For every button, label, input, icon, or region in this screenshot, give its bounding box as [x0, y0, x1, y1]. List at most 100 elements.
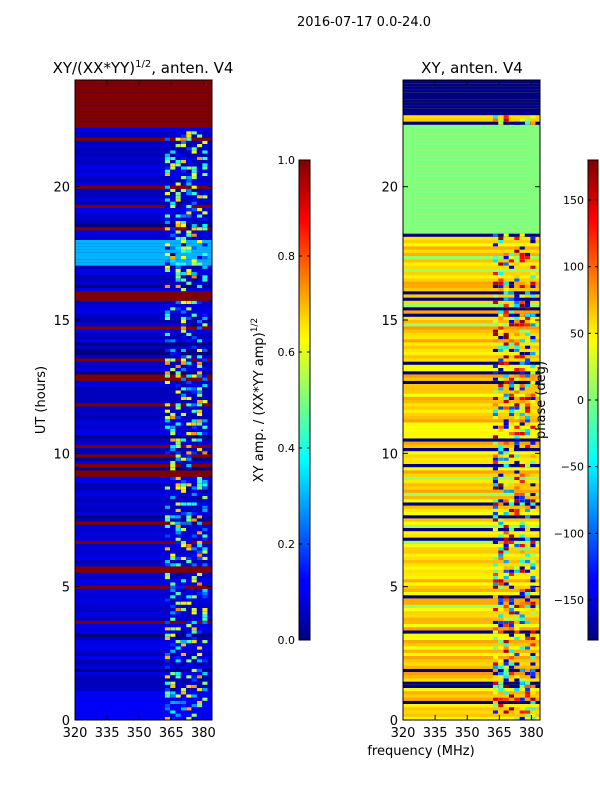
heatmap-row	[403, 355, 540, 359]
heatmap-cell	[514, 121, 520, 125]
heatmap-cell	[503, 665, 509, 669]
heatmap-row	[403, 371, 540, 375]
heatmap-cell	[197, 409, 203, 413]
heatmap-cell	[508, 707, 515, 711]
heatmap-cell	[492, 457, 498, 461]
heatmap-row	[403, 99, 540, 103]
heatmap-cell	[180, 339, 187, 343]
heatmap-cell	[197, 662, 203, 666]
heatmap-cell	[508, 281, 515, 285]
heatmap-cell	[525, 537, 531, 541]
heatmap-row	[75, 604, 212, 608]
heatmap-cell	[191, 185, 197, 189]
heatmap-cell	[175, 278, 181, 282]
heatmap-cell	[514, 320, 520, 324]
heatmap-cell	[530, 460, 536, 464]
heatmap-cell	[525, 464, 531, 468]
heatmap-cell	[170, 246, 176, 250]
heatmap-cell	[197, 553, 203, 557]
heatmap-cell	[519, 614, 525, 618]
heatmap-cell	[180, 243, 187, 247]
heatmap-cell	[514, 332, 520, 336]
heatmap-cell	[492, 608, 498, 612]
heatmap-cell	[197, 544, 203, 548]
heatmap-cell	[503, 697, 509, 701]
heatmap-cell	[519, 294, 525, 298]
heatmap-row	[75, 572, 212, 576]
heatmap-row	[403, 134, 540, 138]
heatmap-cell	[514, 323, 520, 327]
heatmap-cell	[503, 483, 509, 487]
heatmap-cell	[180, 544, 187, 548]
heatmap-cell	[498, 329, 504, 333]
heatmap-cell	[514, 496, 520, 500]
heatmap-cell	[514, 259, 520, 263]
heatmap-row	[75, 192, 212, 196]
heatmap-cell	[170, 204, 176, 208]
amplitude-x-axis: 320 335 350 365 380	[63, 80, 216, 741]
heatmap-cell	[170, 627, 176, 631]
heatmap-cell	[525, 432, 531, 436]
heatmap-row	[403, 192, 540, 196]
heatmap-row	[403, 662, 540, 666]
heatmap-cell	[498, 601, 504, 605]
heatmap-row	[75, 390, 212, 394]
heatmap-cell	[519, 556, 525, 560]
heatmap-cell	[492, 627, 498, 631]
heatmap-cell	[503, 310, 509, 314]
heatmap-cell	[164, 704, 170, 708]
heatmap-cell	[164, 451, 170, 455]
heatmap-cell	[530, 454, 536, 458]
heatmap-cell	[492, 569, 498, 573]
heatmap-row	[403, 569, 540, 573]
heatmap-row	[403, 374, 540, 378]
heatmap-cell	[180, 236, 187, 240]
heatmap-cell	[530, 684, 536, 688]
heatmap-cell	[519, 604, 525, 608]
heatmap-cell	[519, 668, 525, 672]
heatmap-row	[75, 646, 212, 650]
heatmap-cell	[191, 646, 197, 650]
heatmap-cell	[530, 668, 536, 672]
heatmap-row	[403, 560, 540, 564]
heatmap-cell	[202, 166, 208, 170]
heatmap-row	[75, 598, 212, 602]
heatmap-cell	[525, 691, 531, 695]
heatmap-cell	[186, 633, 192, 637]
heatmap-cell	[191, 409, 197, 413]
heatmap-row	[403, 304, 540, 308]
heatmap-cell	[519, 476, 525, 480]
heatmap-cell	[514, 348, 520, 352]
heatmap-cell	[197, 156, 203, 160]
heatmap-cell	[186, 611, 192, 615]
heatmap-cell	[175, 627, 181, 631]
heatmap-cell	[519, 428, 525, 432]
heatmap-cell	[519, 534, 525, 538]
heatmap-cell	[514, 460, 520, 464]
heatmap-cell	[508, 304, 515, 308]
heatmap-row	[75, 217, 212, 221]
heatmap-cell	[508, 480, 515, 484]
heatmap-cell	[530, 265, 536, 269]
heatmap-row	[75, 659, 212, 663]
heatmap-cell	[175, 371, 181, 375]
heatmap-row	[403, 553, 540, 557]
heatmap-row	[403, 361, 540, 365]
heatmap-cell	[164, 348, 170, 352]
heatmap-cell	[498, 665, 504, 669]
heatmap-cell	[503, 393, 509, 397]
heatmap-cell	[164, 572, 170, 576]
heatmap-row	[403, 214, 540, 218]
colorbar-tick-label: −150	[554, 594, 584, 607]
heatmap-cell	[186, 457, 192, 461]
heatmap-cell	[503, 361, 509, 365]
heatmap-cell	[164, 195, 170, 199]
heatmap-cell	[525, 499, 531, 503]
heatmap-cell	[170, 348, 176, 352]
heatmap-row	[403, 147, 540, 151]
heatmap-cell	[202, 316, 208, 320]
figure-suptitle: 2016-07-17 0.0-24.0	[297, 15, 431, 30]
heatmap-cell	[503, 544, 509, 548]
heatmap-cell	[503, 672, 509, 676]
heatmap-cell	[180, 329, 187, 333]
